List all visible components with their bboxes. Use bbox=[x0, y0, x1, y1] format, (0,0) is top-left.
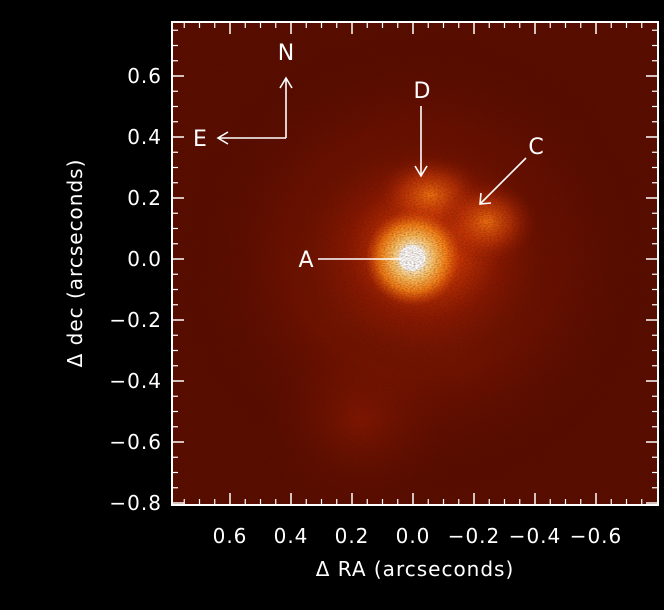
annotation-arrows bbox=[318, 106, 527, 260]
y-tick-label: −0.2 bbox=[109, 308, 162, 332]
x-tick-label: 0.0 bbox=[396, 524, 431, 548]
plot-frame bbox=[171, 21, 659, 506]
label-c-arrow bbox=[479, 157, 527, 205]
label-a: A bbox=[298, 248, 313, 273]
y-tick-label: 0.2 bbox=[127, 186, 162, 210]
label-d: D bbox=[414, 79, 431, 104]
y-tick-label: −0.8 bbox=[109, 491, 162, 515]
y-tick-label: 0.0 bbox=[127, 247, 162, 271]
x-axis-title: Δ RA (arcseconds) bbox=[316, 557, 515, 581]
x-tick-label: 0.6 bbox=[213, 524, 248, 548]
x-tick-label: −0.2 bbox=[448, 524, 501, 548]
compass-north-label: N bbox=[278, 41, 294, 66]
noise-texture bbox=[172, 22, 658, 505]
compass-east-arrowhead bbox=[216, 131, 229, 145]
y-tick-label: −0.4 bbox=[109, 369, 162, 393]
x-tick-label: 0.4 bbox=[274, 524, 309, 548]
x-tick-label: −0.6 bbox=[570, 524, 623, 548]
x-axis: 0.6 0.4 0.2 0.0 −0.2 −0.4 −0.6 bbox=[183, 22, 643, 548]
compass bbox=[216, 76, 293, 145]
y-tick-label: 0.6 bbox=[127, 64, 162, 88]
image-field bbox=[172, 22, 658, 505]
compass-east-label: E bbox=[193, 127, 207, 152]
label-c-arrowhead bbox=[479, 192, 492, 205]
x-tick-label: 0.2 bbox=[335, 524, 370, 548]
x-tick-label: −0.4 bbox=[509, 524, 562, 548]
label-d-arrowhead bbox=[414, 165, 428, 178]
y-axis-title: Δ dec (arcseconds) bbox=[63, 159, 87, 368]
compass-north-arrowhead bbox=[279, 76, 293, 89]
label-c: C bbox=[528, 135, 543, 160]
y-tick-label: 0.4 bbox=[127, 125, 162, 149]
y-axis: 0.6 0.4 0.2 0.0 −0.2 −0.4 −0.6 −0.8 bbox=[109, 29, 658, 515]
y-tick-label: −0.6 bbox=[109, 430, 162, 454]
